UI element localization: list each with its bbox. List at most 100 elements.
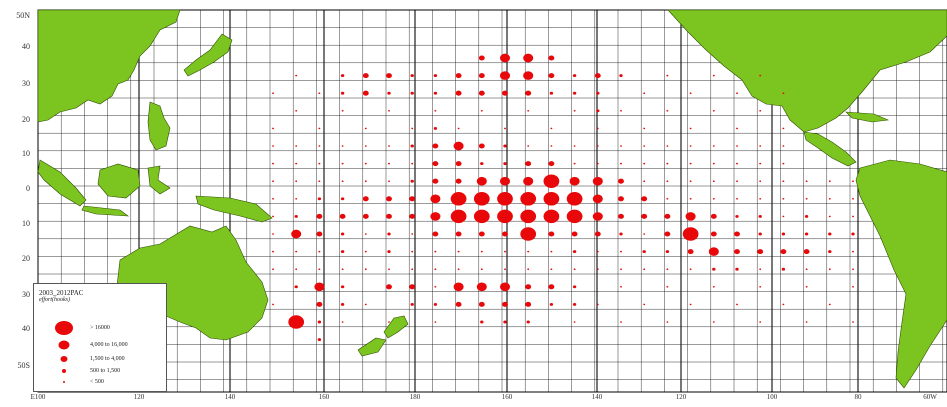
effort-marker	[782, 303, 785, 306]
effort-marker	[689, 162, 692, 165]
lon-label-160w: 160	[501, 393, 513, 401]
effort-marker	[592, 212, 603, 221]
legend-title: 2003_2012PAC	[39, 289, 84, 297]
legend-marker-icon	[63, 381, 65, 383]
land-north-america	[667, 9, 947, 133]
effort-marker	[409, 213, 416, 219]
effort-marker	[852, 197, 854, 200]
effort-marker	[685, 212, 696, 221]
effort-marker	[782, 92, 785, 95]
effort-marker	[641, 196, 648, 202]
lon-label-e100: E100	[30, 393, 46, 401]
effort-marker	[340, 302, 345, 306]
effort-marker	[480, 320, 484, 324]
effort-marker	[573, 268, 576, 271]
effort-marker	[828, 232, 832, 236]
effort-marker	[566, 209, 583, 224]
effort-marker	[455, 90, 462, 96]
effort-marker	[619, 74, 623, 78]
effort-marker	[432, 178, 439, 184]
effort-marker	[478, 231, 485, 237]
effort-marker	[362, 73, 369, 79]
effort-marker	[596, 91, 600, 95]
effort-marker	[455, 161, 462, 167]
effort-marker	[712, 321, 715, 323]
effort-marker	[318, 162, 321, 165]
effort-marker	[386, 213, 392, 219]
effort-marker	[759, 109, 762, 112]
legend-row: > 16000	[34, 321, 168, 335]
effort-marker	[295, 180, 298, 183]
effort-marker	[386, 284, 392, 290]
effort-marker	[548, 284, 555, 290]
lat-label-0: 0	[26, 184, 30, 193]
land-south-america	[855, 159, 947, 389]
effort-marker	[295, 162, 298, 165]
effort-marker	[618, 178, 624, 184]
effort-marker	[272, 268, 274, 271]
effort-marker	[434, 285, 437, 288]
effort-marker	[410, 179, 414, 183]
effort-marker	[573, 145, 576, 147]
effort-marker	[502, 301, 508, 307]
effort-marker	[592, 176, 603, 186]
effort-marker	[364, 233, 367, 235]
effort-marker	[710, 213, 717, 219]
effort-marker	[432, 143, 439, 149]
effort-marker	[504, 127, 506, 130]
effort-marker	[594, 231, 601, 237]
effort-marker	[759, 321, 762, 323]
effort-marker	[272, 127, 274, 130]
effort-marker	[573, 162, 576, 165]
lat-label-20n: 20	[22, 115, 30, 124]
effort-marker	[362, 90, 369, 96]
effort-marker	[596, 162, 599, 165]
effort-marker	[340, 285, 345, 289]
effort-marker	[341, 180, 344, 183]
effort-marker	[689, 268, 692, 271]
effort-marker	[434, 250, 437, 253]
effort-marker	[411, 233, 414, 235]
effort-marker	[294, 214, 298, 218]
effort-marker	[453, 282, 464, 292]
effort-marker	[317, 197, 322, 201]
effort-marker	[433, 302, 438, 306]
effort-marker	[687, 249, 694, 255]
effort-marker	[272, 250, 274, 253]
effort-marker	[387, 91, 391, 95]
effort-marker	[592, 194, 603, 204]
effort-marker	[805, 180, 808, 183]
effort-marker	[782, 127, 785, 130]
effort-marker	[573, 321, 576, 323]
effort-marker	[432, 231, 439, 237]
lat-label-40s: 40	[22, 324, 30, 333]
effort-marker	[828, 197, 831, 200]
effort-marker	[759, 162, 762, 165]
effort-marker	[520, 192, 537, 206]
effort-marker	[618, 213, 624, 219]
effort-marker	[502, 90, 508, 96]
effort-marker	[272, 145, 274, 147]
effort-marker	[410, 74, 414, 78]
effort-marker	[434, 268, 437, 271]
effort-marker	[682, 227, 699, 241]
effort-marker	[433, 91, 438, 95]
land-new-zealand-south	[357, 337, 387, 357]
effort-marker	[295, 145, 298, 147]
effort-marker	[318, 145, 321, 147]
effort-marker	[689, 197, 692, 200]
effort-marker	[736, 180, 738, 183]
effort-marker	[642, 250, 646, 254]
effort-marker	[666, 109, 669, 112]
effort-marker	[566, 192, 583, 206]
lon-label-120w: 120	[675, 393, 687, 401]
effort-marker	[480, 109, 483, 112]
effort-marker	[689, 127, 692, 130]
lat-label-30s: 30	[22, 290, 30, 299]
effort-marker	[852, 321, 854, 323]
effort-marker	[643, 180, 646, 183]
effort-marker	[573, 109, 576, 112]
lon-label-140w: 140	[591, 393, 603, 401]
effort-marker	[364, 162, 367, 165]
effort-marker	[852, 268, 854, 271]
